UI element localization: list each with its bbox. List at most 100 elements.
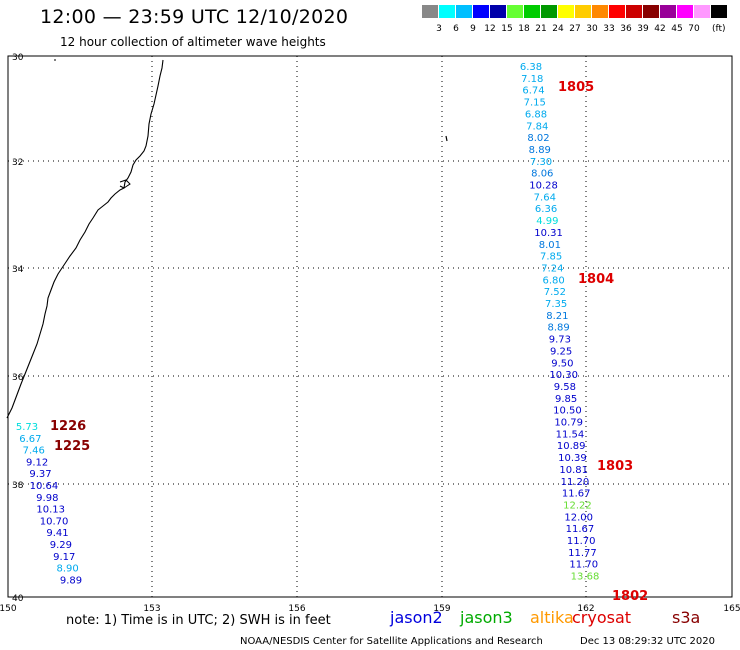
wave-height-value: 9.25	[550, 346, 572, 357]
wave-height-value: 7.24	[541, 263, 563, 274]
pass-time-label: 1802	[612, 589, 648, 604]
legend-swatch	[456, 5, 472, 18]
wave-height-value: 7.18	[521, 74, 543, 85]
wave-height-value: 7.85	[540, 252, 562, 263]
legend-label: 27	[569, 24, 581, 34]
legend-swatch	[558, 5, 574, 18]
wave-height-value: 10.70	[40, 516, 69, 527]
wave-height-value: 11.67	[562, 489, 591, 500]
legend-label: 9	[470, 24, 476, 34]
map-frame	[7, 55, 733, 598]
wave-height-value: 9.50	[551, 358, 573, 369]
legend-label: 39	[637, 24, 649, 34]
wave-height-value: 10.89	[557, 441, 586, 452]
pass-time-label: 1805	[558, 80, 594, 95]
lat-label: 38	[12, 481, 24, 491]
satellite-name: s3a	[672, 608, 701, 627]
wave-height-value: 13.68	[571, 572, 600, 583]
wave-height-value: 11.67	[566, 524, 595, 535]
wave-height-value: 9.29	[50, 540, 72, 551]
legend-swatch	[524, 5, 540, 18]
page-title: 12:00 — 23:59 UTC 12/10/2020	[40, 6, 349, 28]
wave-height-value: 8.90	[56, 564, 78, 575]
legend-swatch	[422, 5, 438, 18]
satellite-name: jason2	[390, 608, 443, 627]
lon-label: 165	[723, 604, 740, 614]
wave-height-value: 9.98	[36, 493, 58, 504]
legend-label: 6	[453, 24, 459, 34]
legend-swatch	[626, 5, 642, 18]
lat-label: 32	[12, 158, 23, 168]
wave-height-value: 8.02	[527, 133, 549, 144]
satellite-name: altika	[530, 608, 574, 627]
legend-label: 12	[484, 24, 496, 34]
legend-label: 36	[620, 24, 632, 34]
legend-swatch	[694, 5, 710, 18]
wave-height-value: 11.70	[569, 560, 598, 571]
timestamp-text: Dec 13 08:29:32 UTC 2020	[580, 636, 715, 647]
wave-height-value: 9.12	[26, 457, 48, 468]
legend-swatch	[541, 5, 557, 18]
legend-swatch	[711, 5, 727, 18]
wave-height-value: 6.88	[525, 109, 547, 120]
satellite-name: jason3	[460, 608, 513, 627]
wave-height-value: 11.70	[567, 536, 596, 547]
wave-height-value: 6.38	[520, 62, 542, 73]
wave-height-value: 8.89	[529, 145, 551, 156]
lon-label: 153	[143, 604, 160, 614]
lat-label: 34	[12, 265, 24, 275]
legend-swatch	[592, 5, 608, 18]
pass-time-label: 1226	[50, 419, 86, 434]
legend-label: 3	[436, 24, 442, 34]
lon-label: 159	[433, 604, 450, 614]
legend-label: 33	[603, 24, 615, 34]
wave-height-value: 7.15	[524, 98, 546, 109]
wave-height-value: 12.00	[564, 512, 593, 523]
lat-label: 40	[12, 594, 24, 604]
wave-height-value: 10.39	[558, 453, 587, 464]
legend-swatch	[575, 5, 591, 18]
wave-height-value: 9.58	[554, 382, 576, 393]
wave-height-value: 10.79	[554, 418, 583, 429]
wave-height-value: 8.89	[547, 323, 569, 334]
coastline-islet	[119, 179, 131, 189]
wave-height-value: 7.46	[23, 446, 45, 457]
legend-swatch	[660, 5, 676, 18]
pass-time-label: 1225	[54, 439, 90, 454]
wave-height-value: 8.01	[539, 240, 561, 251]
wave-height-value: 12.22	[563, 500, 592, 511]
wave-height-value: 9.85	[555, 394, 577, 405]
lon-label: 150	[0, 604, 17, 614]
wave-height-value: 7.52	[544, 287, 566, 298]
credit-text: NOAA/NESDIS Center for Satellite Applica…	[240, 636, 543, 647]
wave-height-value: 11.20	[561, 477, 590, 488]
wave-height-value: 11.77	[568, 548, 597, 559]
wave-height-value: 9.17	[53, 552, 75, 563]
wave-height-value: 10.13	[36, 505, 65, 516]
legend-label: 45	[671, 24, 683, 34]
pass-time-label: 1804	[578, 272, 614, 287]
lat-label: 30	[12, 53, 24, 63]
wave-height-value: 10.28	[529, 181, 558, 192]
wave-height-value: 10.64	[30, 481, 59, 492]
wave-height-value: 9.41	[46, 528, 68, 539]
wave-height-value: 9.73	[549, 335, 571, 346]
legend-swatch	[439, 5, 455, 18]
legend-swatch	[609, 5, 625, 18]
wave-height-value: 9.89	[60, 575, 82, 586]
legend-label: 18	[518, 24, 530, 34]
wave-height-value: 10.31	[534, 228, 563, 239]
wave-height-value: 7.35	[545, 299, 567, 310]
legend-swatch	[643, 5, 659, 18]
wave-height-value: 6.67	[19, 434, 41, 445]
legend-unit: (ft)	[712, 24, 726, 34]
legend-swatch	[473, 5, 489, 18]
legend-label: 24	[552, 24, 564, 34]
wave-height-value: 10.81	[559, 465, 588, 476]
legend-label: 42	[654, 24, 666, 34]
page-subtitle: 12 hour collection of altimeter wave hei…	[60, 35, 326, 49]
lon-label: 162	[577, 604, 594, 614]
lon-label: 156	[288, 604, 305, 614]
